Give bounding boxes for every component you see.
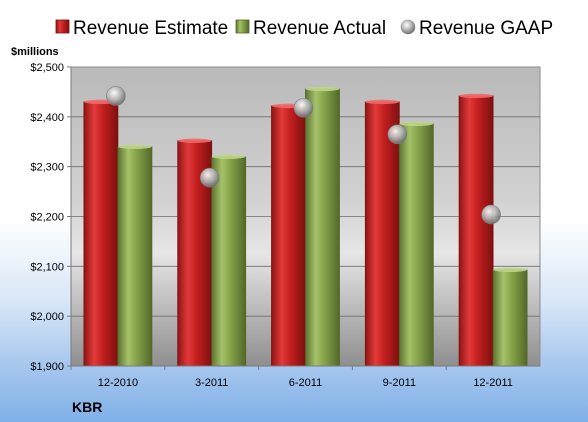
legend: Revenue Estimate Revenue Actual Revenue …: [55, 18, 553, 39]
x-tick-label: 9-2011: [383, 377, 416, 389]
bar-revenue-actual: [305, 88, 340, 367]
bar-revenue-actual-top: [117, 144, 152, 149]
legend-swatch-revenue-estimate: [55, 19, 70, 34]
legend-label-revenue-gaap: Revenue GAAP: [419, 18, 553, 39]
marker-revenue-gaap: [387, 124, 408, 145]
bar-revenue-actual: [492, 269, 528, 367]
bar-revenue-estimate: [83, 101, 119, 367]
y-axis-unit-label: $millions: [11, 46, 59, 58]
bar-revenue-estimate: [271, 105, 306, 367]
legend-swatch-revenue-actual: [235, 19, 250, 34]
y-tick-label: $2,000: [30, 311, 64, 323]
y-tick-label: $1,900: [30, 361, 64, 373]
gaap-markers: [106, 86, 501, 225]
y-tick-label: $2,400: [30, 112, 64, 124]
marker-revenue-gaap: [106, 86, 126, 106]
legend-swatch-revenue-gaap: [400, 19, 416, 35]
x-axis-ticks: 12-2010 3-2011 6-2011 9-2011 12-2011: [70, 366, 513, 389]
bar-revenue-actual-top: [211, 154, 246, 159]
y-tick-label: $2,200: [30, 212, 64, 224]
bar-revenue-estimate-top: [459, 93, 494, 99]
y-tick-label: $2,300: [30, 162, 64, 174]
bar-revenue-actual: [211, 156, 247, 367]
marker-revenue-gaap: [481, 204, 501, 225]
marker-revenue-gaap: [293, 98, 314, 118]
legend-label-revenue-actual: Revenue Actual: [253, 18, 386, 39]
x-tick-label: 3-2011: [195, 377, 228, 389]
bar-revenue-estimate-top: [365, 99, 400, 105]
footer-ticker-label: KBR: [72, 399, 102, 415]
x-tick-label: 12-2010: [98, 377, 138, 389]
bar-revenue-actual: [117, 146, 153, 367]
bar-revenue-estimate-top: [177, 138, 212, 143]
y-axis-ticks: $1,900 $2,000 $2,100 $2,200 $2,300 $2,400 $2,5…: [30, 62, 71, 373]
legend-label-revenue-estimate: Revenue Estimate: [73, 18, 228, 39]
marker-revenue-gaap: [199, 167, 220, 188]
x-tick-label: 12-2011: [473, 377, 513, 389]
bar-revenue-estimate: [458, 95, 494, 367]
bar-revenue-actual-top: [305, 86, 340, 92]
y-tick-label: $2,100: [30, 261, 64, 273]
x-tick-label: 6-2011: [289, 377, 322, 389]
bar-revenue-actual: [398, 123, 434, 367]
bar-revenue-actual-top: [399, 121, 434, 127]
y-tick-label: $2,500: [30, 62, 64, 74]
bar-revenue-actual-top: [493, 267, 528, 273]
